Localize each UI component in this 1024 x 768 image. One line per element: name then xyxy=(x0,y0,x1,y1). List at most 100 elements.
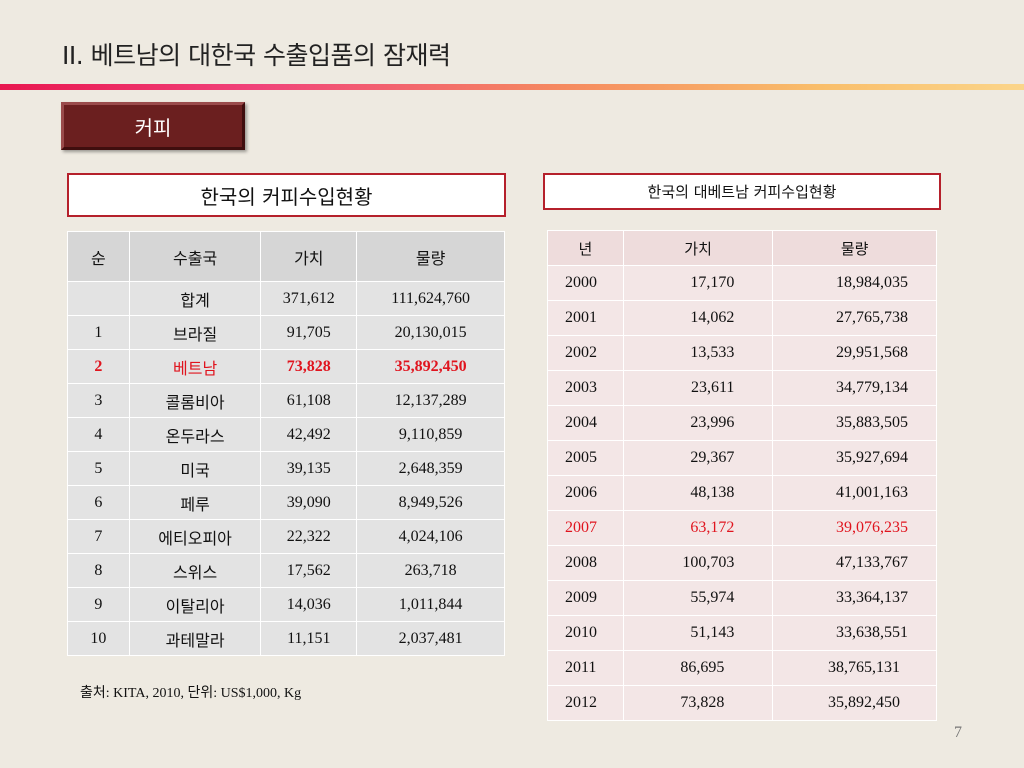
cell-rank: 3 xyxy=(67,383,130,418)
cell-volume: 41,001,163 xyxy=(772,475,937,511)
cell-volume: 2,037,481 xyxy=(356,621,505,656)
cell-volume: 9,110,859 xyxy=(356,417,505,452)
cell-value: 17,170 xyxy=(622,265,774,301)
table-row: 1 브라질 91,705 20,130,015 xyxy=(67,315,505,350)
cell-value: 39,135 xyxy=(260,451,358,486)
table-row: 4 온두라스 42,492 9,110,859 xyxy=(67,417,505,452)
cell-year: 2000 xyxy=(547,265,624,301)
cell-volume: 29,951,568 xyxy=(772,335,937,371)
cell-country: 페루 xyxy=(128,485,262,520)
cell-year: 2005 xyxy=(547,440,624,476)
cell-year: 2010 xyxy=(547,615,624,651)
cell-year: 2008 xyxy=(547,545,624,581)
cell-volume: 33,364,137 xyxy=(772,580,937,616)
table-row-highlighted: 2007 63,172 39,076,235 xyxy=(547,510,937,546)
cell-country: 콜롬비아 xyxy=(128,383,262,418)
cell-value: 91,705 xyxy=(260,315,358,350)
cell-rank: 8 xyxy=(67,553,130,588)
cell-volume: 4,024,106 xyxy=(356,519,505,554)
table-row: 2005 29,367 35,927,694 xyxy=(547,440,937,476)
table-row: 2002 13,533 29,951,568 xyxy=(547,335,937,371)
table-row: 2010 51,143 33,638,551 xyxy=(547,615,937,651)
cell-year: 2007 xyxy=(547,510,624,546)
cell-value: 73,828 xyxy=(622,685,774,721)
cell-volume: 18,984,035 xyxy=(772,265,937,301)
table-row-highlighted: 2 베트남 73,828 35,892,450 xyxy=(67,349,505,384)
cell-value: 371,612 xyxy=(260,281,358,316)
vietnam-coffee-import-table: 년 가치 물량 2000 17,170 18,984,035 2001 14,0… xyxy=(547,230,937,721)
cell-country: 브라질 xyxy=(128,315,262,350)
cell-volume: 20,130,015 xyxy=(356,315,505,350)
cell-value: 13,533 xyxy=(622,335,774,371)
table-row: 3 콜롬비아 61,108 12,137,289 xyxy=(67,383,505,418)
cell-value: 22,322 xyxy=(260,519,358,554)
cell-year: 2011 xyxy=(547,650,624,686)
table-row: 8 스위스 17,562 263,718 xyxy=(67,553,505,588)
table-row: 합계 371,612 111,624,760 xyxy=(67,281,505,316)
page-number: 7 xyxy=(954,724,962,741)
cell-value: 86,695 xyxy=(622,650,774,686)
cell-year: 2006 xyxy=(547,475,624,511)
table-row: 10 과테말라 11,151 2,037,481 xyxy=(67,621,505,656)
table-row: 2003 23,611 34,779,134 xyxy=(547,370,937,406)
cell-value: 42,492 xyxy=(260,417,358,452)
cell-volume: 35,883,505 xyxy=(772,405,937,441)
cell-year: 2002 xyxy=(547,335,624,371)
cell-volume: 38,765,131 xyxy=(772,650,937,686)
header-volume: 물량 xyxy=(356,231,505,282)
table-row: 2000 17,170 18,984,035 xyxy=(547,265,937,301)
header-rank: 순 xyxy=(67,231,130,282)
cell-rank: 2 xyxy=(67,349,130,384)
table-row: 2001 14,062 27,765,738 xyxy=(547,300,937,336)
cell-rank xyxy=(67,281,130,316)
cell-value: 51,143 xyxy=(622,615,774,651)
table-row: 2008 100,703 47,133,767 xyxy=(547,545,937,581)
table-row: 6 페루 39,090 8,949,526 xyxy=(67,485,505,520)
cell-country: 과테말라 xyxy=(128,621,262,656)
cell-value: 23,996 xyxy=(622,405,774,441)
cell-value: 11,151 xyxy=(260,621,358,656)
cell-volume: 12,137,289 xyxy=(356,383,505,418)
header-value: 가치 xyxy=(260,231,358,282)
cell-volume: 33,638,551 xyxy=(772,615,937,651)
cell-value: 14,062 xyxy=(622,300,774,336)
cell-value: 29,367 xyxy=(622,440,774,476)
right-table-caption: 한국의 대베트남 커피수입현황 xyxy=(543,173,941,210)
cell-rank: 5 xyxy=(67,451,130,486)
cell-volume: 27,765,738 xyxy=(772,300,937,336)
cell-volume: 2,648,359 xyxy=(356,451,505,486)
cell-country: 스위스 xyxy=(128,553,262,588)
cell-rank: 6 xyxy=(67,485,130,520)
cell-country: 이탈리아 xyxy=(128,587,262,622)
cell-volume: 263,718 xyxy=(356,553,505,588)
table-row: 2006 48,138 41,001,163 xyxy=(547,475,937,511)
cell-rank: 4 xyxy=(67,417,130,452)
table-header-row: 년 가치 물량 xyxy=(547,230,937,266)
cell-volume: 47,133,767 xyxy=(772,545,937,581)
table-row: 5 미국 39,135 2,648,359 xyxy=(67,451,505,486)
cell-value: 39,090 xyxy=(260,485,358,520)
korea-coffee-import-table: 순 수출국 가치 물량 합계 371,612 111,624,760 1 브라질… xyxy=(67,231,505,656)
cell-value: 63,172 xyxy=(622,510,774,546)
cell-year: 2003 xyxy=(547,370,624,406)
cell-value: 23,611 xyxy=(622,370,774,406)
cell-volume: 111,624,760 xyxy=(356,281,505,316)
cell-volume: 34,779,134 xyxy=(772,370,937,406)
header-year: 년 xyxy=(547,230,624,266)
cell-rank: 10 xyxy=(67,621,130,656)
table-row: 2012 73,828 35,892,450 xyxy=(547,685,937,721)
header-value: 가치 xyxy=(622,230,774,266)
cell-value: 100,703 xyxy=(622,545,774,581)
header-country: 수출국 xyxy=(128,231,262,282)
cell-rank: 9 xyxy=(67,587,130,622)
cell-country: 온두라스 xyxy=(128,417,262,452)
cell-value: 73,828 xyxy=(260,349,358,384)
cell-value: 55,974 xyxy=(622,580,774,616)
slide-title: II. 베트남의 대한국 수출입품의 잠재력 xyxy=(62,41,451,70)
table-row: 2011 86,695 38,765,131 xyxy=(547,650,937,686)
coffee-tag-button[interactable]: 커피 xyxy=(61,102,245,150)
table-row: 9 이탈리아 14,036 1,011,844 xyxy=(67,587,505,622)
cell-value: 48,138 xyxy=(622,475,774,511)
table-row: 2009 55,974 33,364,137 xyxy=(547,580,937,616)
source-note: 출처: KITA, 2010, 단위: US$1,000, Kg xyxy=(80,686,302,701)
